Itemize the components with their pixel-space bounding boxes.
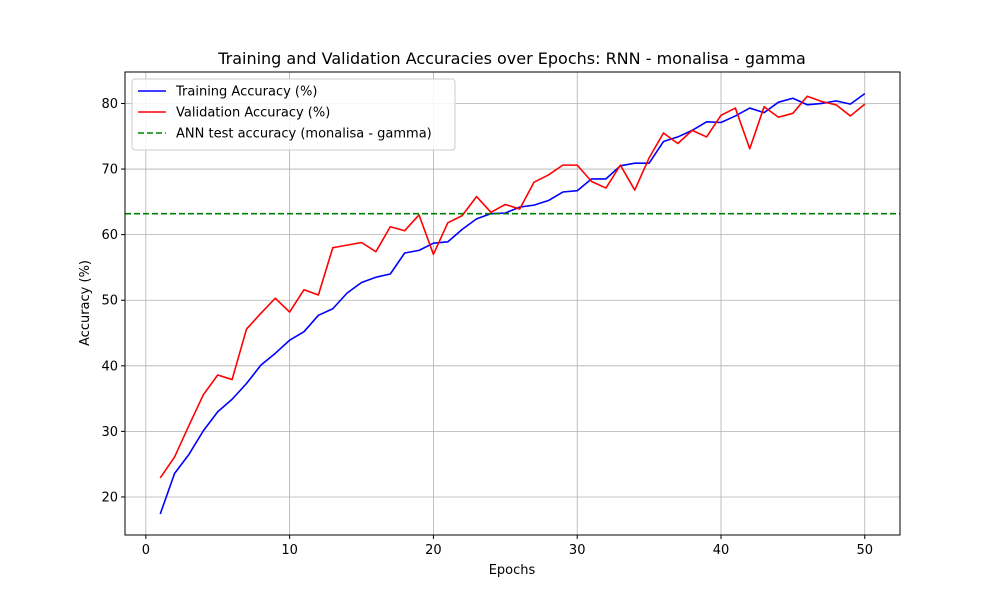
x-tick-label: 0 [142,543,150,558]
legend-label: Training Accuracy (%) [175,85,317,100]
legend: Training Accuracy (%) Validation Accuracy… [131,78,456,151]
y-tick-label: 80 [101,97,118,112]
series-group [125,92,900,515]
y-tick-label: 70 [101,163,118,178]
y-tick-label: 40 [101,359,118,374]
y-axis-ticks: 20 30 40 50 60 70 80 [101,97,125,505]
y-tick-label: 30 [101,425,118,440]
legend-box [131,78,456,151]
x-axis-ticks: 0 10 20 30 40 50 [142,535,873,558]
y-tick-label: 50 [101,294,118,309]
x-tick-label: 10 [281,543,298,558]
series-line-training-accuracy [159,92,866,515]
plot-area [125,92,900,515]
chart-title: Training and Validation Accuracies over … [217,49,806,68]
x-axis-label: Epochs [489,563,536,578]
legend-label: Validation Accuracy (%) [176,106,330,121]
y-axis-label: Accuracy (%) [78,260,93,346]
series-line-validation-accuracy [159,95,866,479]
legend-label: ANN test accuracy (monalisa - gamma) [176,127,432,142]
x-tick-label: 20 [425,543,442,558]
x-tick-label: 40 [713,543,730,558]
plot-frame [124,71,901,536]
y-tick-label: 60 [101,228,118,243]
y-tick-label: 20 [101,490,118,505]
x-tick-label: 30 [569,543,586,558]
x-tick-label: 50 [856,543,873,558]
